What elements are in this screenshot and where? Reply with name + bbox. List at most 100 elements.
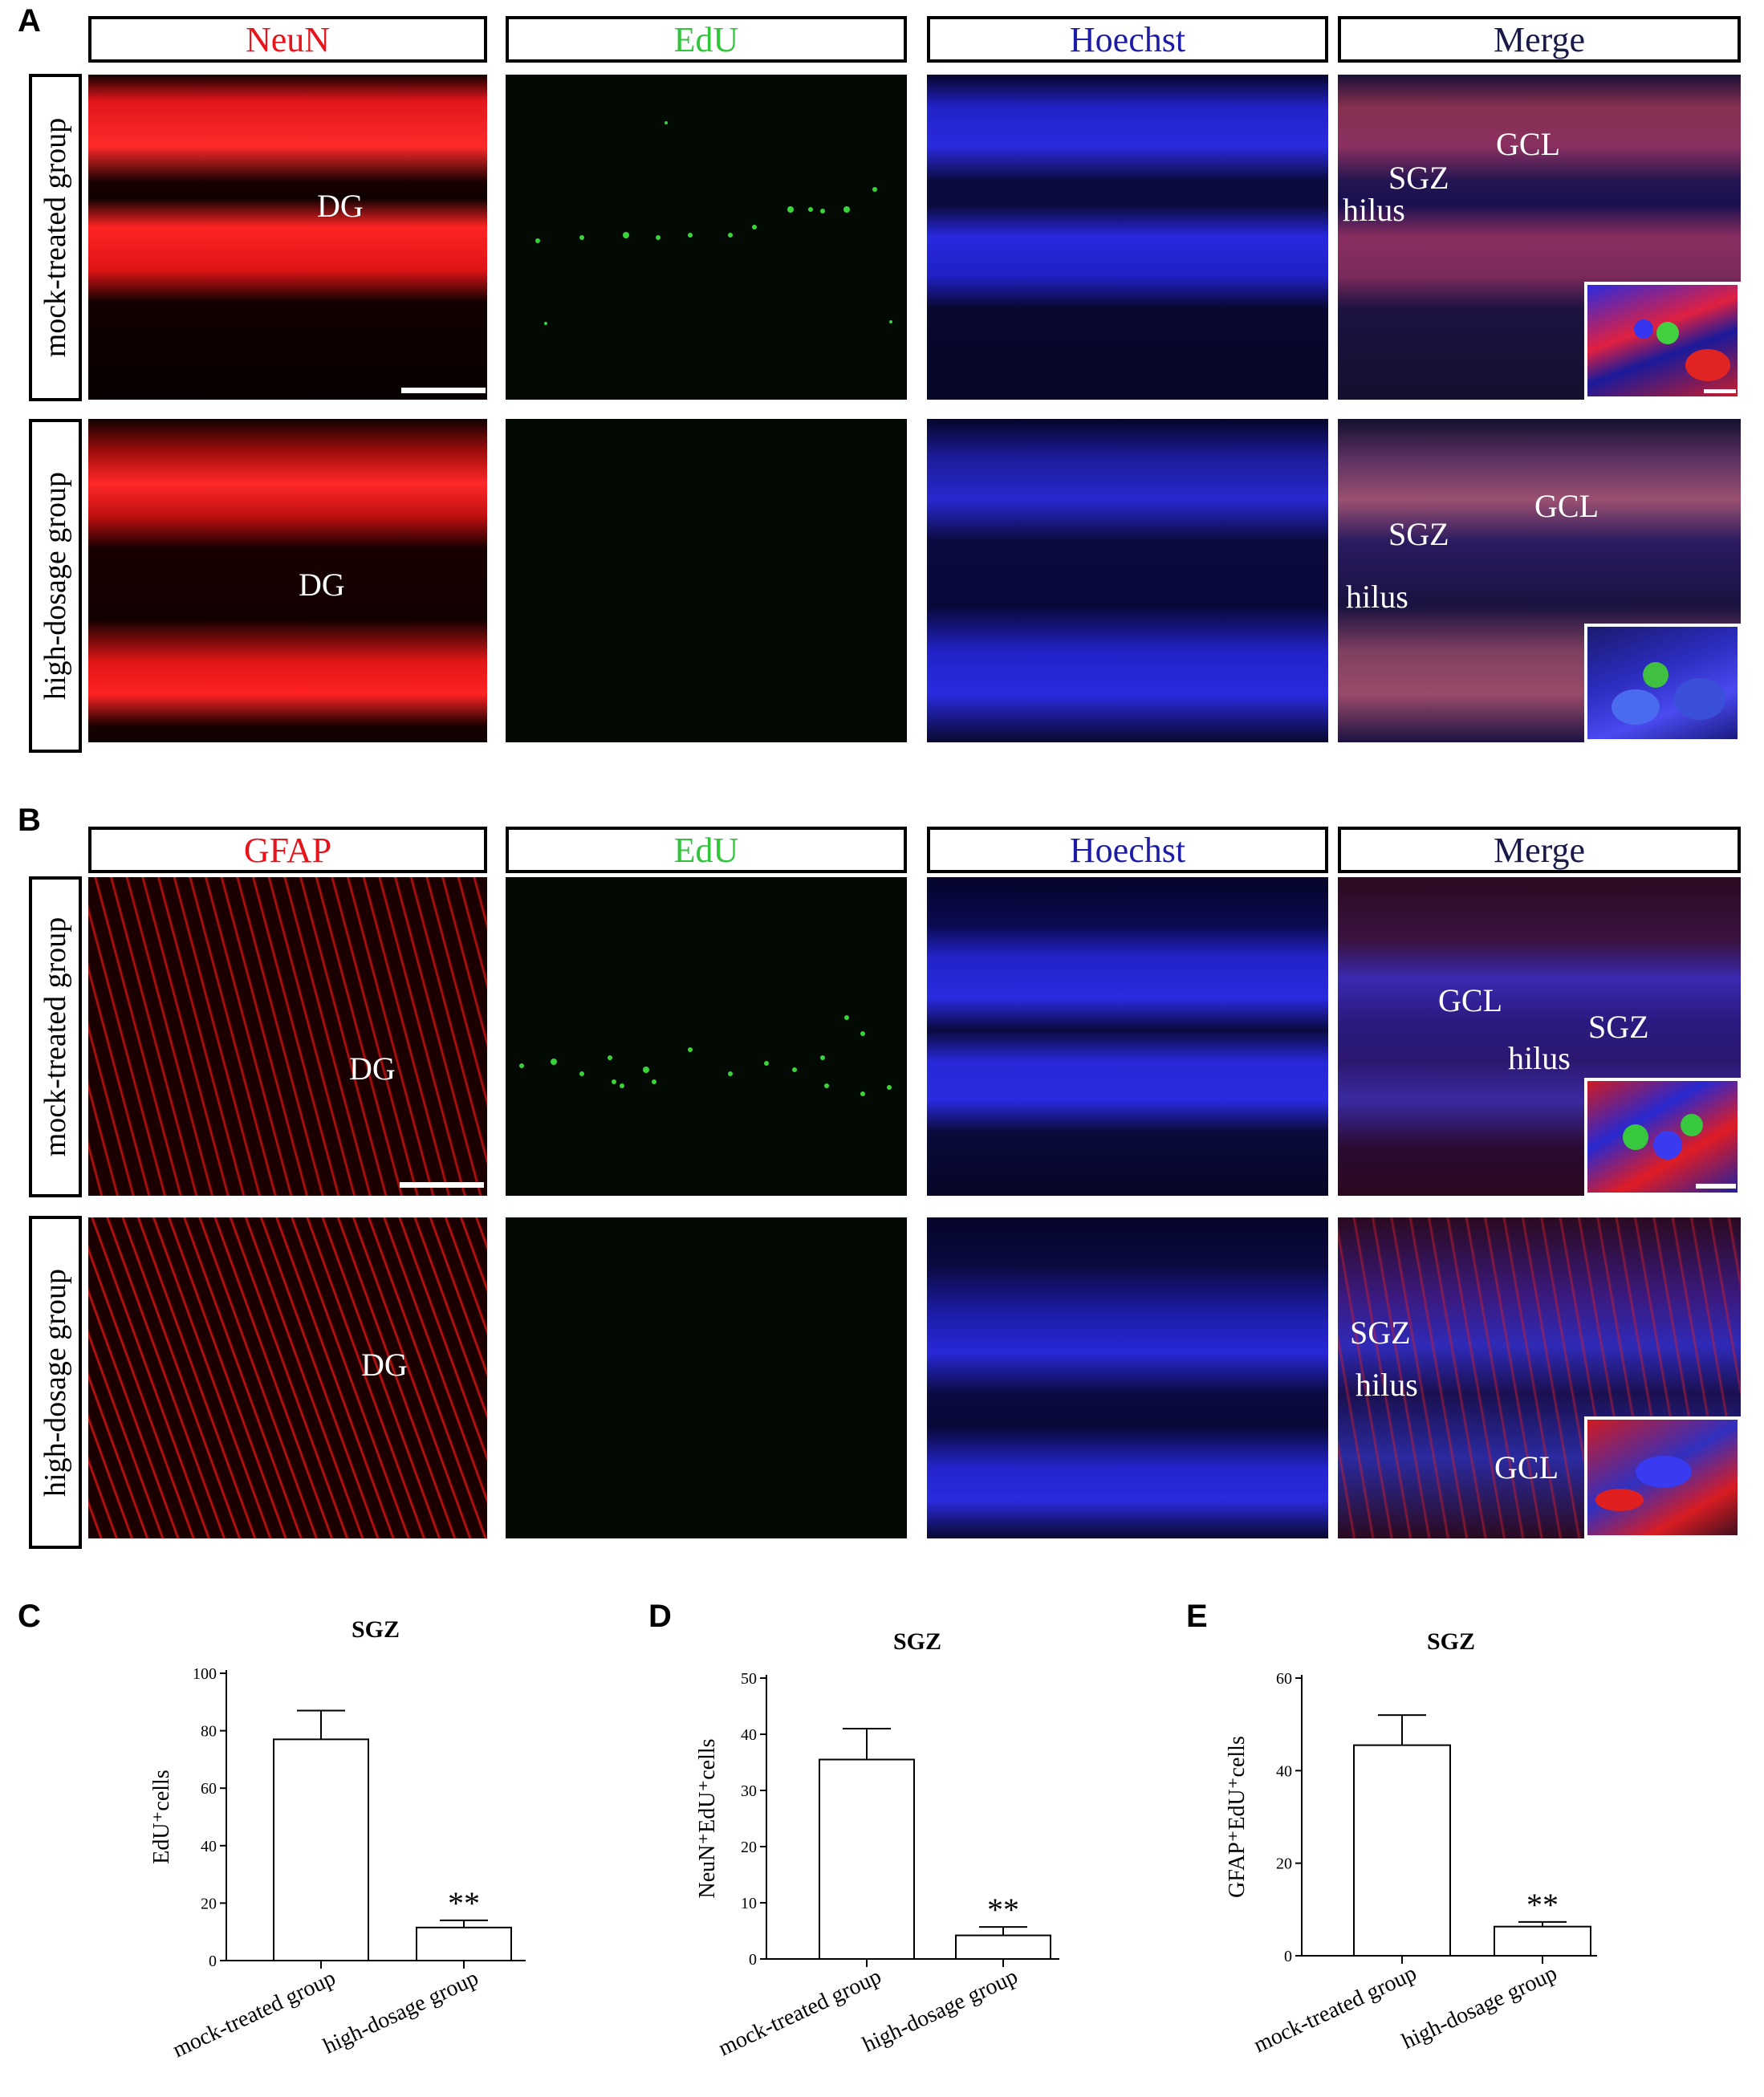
inset-cell-marks (1595, 1456, 1692, 1511)
y-tick-label: 0 (209, 1953, 217, 1970)
inset-cell-marks (1623, 1114, 1703, 1160)
merge-inset (1584, 1416, 1741, 1538)
panel-b-merge-mock-image: GCL SGZ hilus (1338, 877, 1741, 1196)
panel-b-row-label-high: high-dosage group (29, 1216, 82, 1549)
inset-scale-bar (1696, 1184, 1736, 1189)
panel-b-row-label-mock: mock-treated group (29, 876, 82, 1197)
panel-b-edu-mock-image (506, 877, 907, 1196)
y-axis-label: EdU⁺cells (149, 1770, 174, 1863)
gcl-label: GCL (1534, 488, 1599, 524)
scale-bar (400, 1182, 484, 1188)
panel-a-header-edu: EdU (506, 16, 907, 63)
dg-label: DG (349, 1051, 396, 1087)
significance-label: ** (1526, 1887, 1559, 1923)
y-tick-label: 0 (749, 1951, 757, 1969)
x-tick-label: high-dosage group (1398, 1961, 1561, 2054)
merge-inset (1584, 1078, 1741, 1196)
panel-a-edu-high-image (506, 419, 907, 742)
panel-b-row-label-mock-text: mock-treated group (39, 916, 72, 1157)
sgz-label: SGZ (1388, 516, 1449, 552)
hilus-label: hilus (1356, 1367, 1418, 1403)
panel-b-gfap-high-image: DG (88, 1217, 487, 1538)
panel-b-header-edu-text: EdU (673, 830, 739, 870)
bar (1353, 1744, 1451, 1957)
y-tick-label: 40 (1276, 1762, 1292, 1780)
gcl-label: GCL (1438, 982, 1502, 1018)
y-tick-label: 60 (201, 1780, 217, 1798)
panel-b-header-gfap: GFAP (88, 827, 487, 873)
panel-b-header-merge: Merge (1338, 827, 1741, 873)
merge-inset (1584, 624, 1741, 742)
panel-b-merge-high-image: SGZ hilus GCL (1338, 1217, 1741, 1538)
panel-a-merge-high-image: GCL SGZ hilus (1338, 419, 1741, 742)
merge-inset (1584, 282, 1741, 400)
panel-a-header-neun-text: NeuN (245, 19, 331, 59)
panel-b-row-label-high-text: high-dosage group (39, 1268, 72, 1497)
bar-chart-e: SGZ 0 20 40 60 GFAP⁺EdU⁺cells mock-treated gro… (1225, 1628, 1597, 2058)
y-tick-label: 0 (1284, 1948, 1292, 1965)
edu-signal-dots (519, 1015, 892, 1096)
panel-a-header-merge-text: Merge (1493, 19, 1586, 59)
panel-a-header-edu-text: EdU (673, 19, 739, 59)
panel-b-edu-high-image (506, 1217, 907, 1538)
panel-letter-c: C (18, 1599, 41, 1634)
panel-a-merge-mock-image: GCL SGZ hilus (1338, 75, 1741, 400)
x-tick-label: mock-treated group (1250, 1961, 1421, 2058)
gcl-label: GCL (1496, 126, 1560, 162)
panel-a-neun-mock-image: DG (88, 75, 487, 400)
panel-b-hoechst-high-image (927, 1217, 1328, 1538)
hilus-label: hilus (1508, 1040, 1571, 1076)
scale-bar (401, 388, 486, 393)
y-tick-label: 20 (741, 1839, 757, 1856)
edu-signal-dots (535, 121, 892, 325)
dg-label: DG (361, 1347, 408, 1383)
panel-letter-e: E (1186, 1599, 1208, 1634)
x-tick-label: high-dosage group (319, 1965, 482, 2059)
bar (416, 1926, 512, 1961)
y-axis-label: NeuN⁺EdU⁺cells (695, 1738, 720, 1898)
panel-b-header-gfap-text: GFAP (243, 830, 332, 870)
panel-a-header-merge: Merge (1338, 16, 1741, 63)
y-tick-label: 80 (201, 1723, 217, 1741)
y-tick-label: 40 (201, 1838, 217, 1855)
panel-b-gfap-mock-image: DG (88, 877, 487, 1196)
y-tick-label: 40 (741, 1726, 757, 1744)
sgz-label: SGZ (1588, 1009, 1649, 1045)
chart-title: SGZ (1427, 1628, 1475, 1655)
panel-a-row-label-mock-text: mock-treated group (39, 117, 72, 358)
dg-label: DG (317, 188, 364, 224)
panel-b-hoechst-mock-image (927, 877, 1328, 1196)
chart-title: SGZ (893, 1628, 941, 1655)
panel-a-hoechst-mock-image (927, 75, 1328, 400)
x-tick-label: mock-treated group (714, 1964, 885, 2061)
bar-chart-d: SGZ 0 10 20 30 40 50 NeuN⁺EdU⁺cells mock-treated… (695, 1628, 1059, 2061)
panel-a-hoechst-high-image (927, 419, 1328, 742)
y-tick-label: 20 (201, 1895, 217, 1912)
inset-cell-marks (1612, 662, 1725, 725)
bar (273, 1738, 369, 1961)
gcl-label: GCL (1494, 1449, 1559, 1485)
x-tick-label: mock-treated group (169, 1965, 339, 2062)
inset-cell-marks (1634, 319, 1730, 381)
significance-label: ** (987, 1892, 1019, 1928)
y-tick-label: 20 (1276, 1855, 1292, 1873)
dg-label: DG (299, 567, 345, 603)
y-tick-label: 30 (741, 1782, 757, 1800)
panel-a-row-label-high-text: high-dosage group (39, 472, 72, 700)
x-tick-label: high-dosage group (859, 1964, 1022, 2058)
bar-chart-c: SGZ 0 20 40 60 80 100 EdU⁺cells mock-treated gro… (149, 1616, 526, 2062)
panel-b-header-merge-text: Merge (1493, 830, 1586, 870)
hilus-label: hilus (1343, 192, 1405, 228)
panel-a-row-label-mock: mock-treated group (29, 74, 82, 401)
panel-a-neun-high-image: DG (88, 419, 487, 742)
y-tick-label: 60 (1276, 1670, 1292, 1688)
sgz-label: SGZ (1388, 160, 1449, 196)
panel-a-edu-mock-image (506, 75, 907, 400)
panel-letter-a: A (18, 3, 41, 39)
y-tick-label: 10 (741, 1895, 757, 1912)
panel-a-header-neun: NeuN (88, 16, 487, 63)
significance-label: ** (448, 1885, 480, 1921)
inset-scale-bar (1704, 389, 1736, 393)
panel-letter-d: D (648, 1599, 672, 1634)
bar (1494, 1925, 1591, 1957)
